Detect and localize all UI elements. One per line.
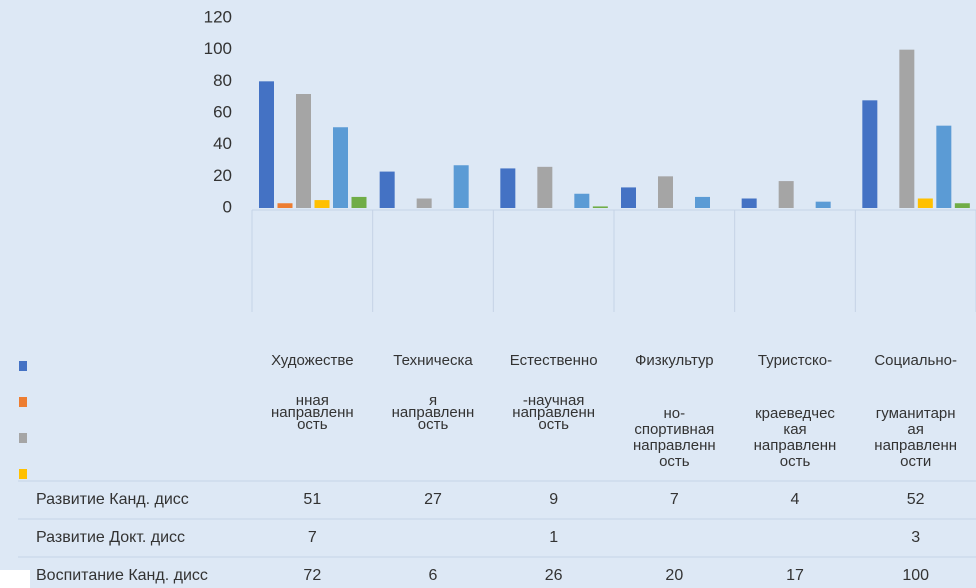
- table-cell: 100: [902, 567, 929, 584]
- bar: [695, 196, 710, 208]
- category-label: Естественно: [510, 352, 598, 369]
- y-tick-label: 120: [204, 7, 232, 26]
- category-label: ая: [907, 421, 923, 438]
- corner: [0, 570, 30, 588]
- category-label: гуманитарн: [876, 405, 956, 422]
- category-label: направленн: [754, 437, 837, 454]
- category-label: ости: [900, 453, 931, 470]
- bar: [899, 49, 915, 208]
- bar: [778, 181, 794, 208]
- table-cell: 6: [429, 567, 438, 584]
- table-cell: 3: [911, 529, 920, 546]
- row-label: Воспитание Канд. дисс: [36, 567, 208, 584]
- bar: [296, 94, 311, 208]
- row-label: Развитие Канд. дисс: [36, 491, 189, 508]
- bar: [379, 171, 395, 208]
- table-cell: 17: [786, 567, 804, 584]
- legend-marker: [19, 469, 27, 479]
- table-cell: 51: [303, 491, 321, 508]
- category-label: Туристско-: [758, 352, 832, 369]
- category-label: кая: [783, 421, 806, 438]
- legend-marker: [19, 361, 27, 371]
- table-cell: 7: [670, 491, 679, 508]
- y-tick-label: 0: [223, 197, 232, 216]
- category-label: ость: [659, 453, 690, 470]
- category-label: ость: [297, 416, 328, 433]
- table-cell: 27: [424, 491, 442, 508]
- bar: [862, 100, 878, 208]
- y-tick-label: 60: [213, 102, 232, 121]
- bar: [621, 187, 636, 208]
- category-label: направленн: [512, 404, 595, 421]
- legend-marker: [19, 397, 27, 407]
- bar: [416, 198, 432, 208]
- bar: [537, 166, 553, 208]
- bar: [815, 201, 831, 208]
- category-label: я: [429, 392, 437, 409]
- bar: [917, 198, 933, 208]
- category-label: Техническа: [393, 352, 473, 369]
- table-cell: 1: [549, 529, 558, 546]
- bar: [741, 198, 757, 208]
- y-tick-label: 40: [213, 134, 232, 153]
- bar: [277, 203, 293, 208]
- category-label: ость: [418, 416, 449, 433]
- category-label: Художестве: [271, 352, 354, 369]
- table-cell: 26: [545, 567, 563, 584]
- bar: [574, 193, 590, 208]
- category-label: нная: [296, 392, 329, 409]
- y-tick-label: 100: [204, 39, 232, 58]
- table-cell: 72: [303, 567, 321, 584]
- bar: [658, 176, 673, 208]
- table-cell: 52: [907, 491, 925, 508]
- category-label: направленн: [392, 404, 475, 421]
- table-cell: 7: [308, 529, 317, 546]
- bar: [936, 125, 952, 208]
- bar: [351, 196, 367, 208]
- category-label: краеведчес: [755, 405, 835, 422]
- bar: [500, 168, 516, 208]
- bar: [954, 203, 970, 208]
- table-cell: 20: [665, 567, 683, 584]
- bar: [314, 200, 330, 208]
- category-label: спортивная: [634, 421, 714, 438]
- category-label: направленн: [633, 437, 716, 454]
- table-cell: 4: [791, 491, 800, 508]
- bar: [333, 127, 348, 208]
- category-label: направленн: [874, 437, 957, 454]
- y-tick-label: 80: [213, 71, 232, 90]
- legend-marker: [19, 433, 27, 443]
- category-label: но-: [664, 405, 686, 422]
- bar: [592, 206, 608, 208]
- category-label: направленн: [271, 404, 354, 421]
- category-label: ость: [538, 416, 569, 433]
- category-label: ость: [780, 453, 811, 470]
- category-label: -научная: [523, 392, 585, 409]
- y-tick-label: 20: [213, 166, 232, 185]
- category-label: Физкультур: [635, 352, 714, 369]
- category-label: Социально-: [874, 352, 957, 369]
- row-label: Развитие Докт. дисс: [36, 529, 185, 546]
- table-cell: 9: [549, 491, 558, 508]
- bar: [259, 81, 274, 208]
- bar: [453, 165, 469, 208]
